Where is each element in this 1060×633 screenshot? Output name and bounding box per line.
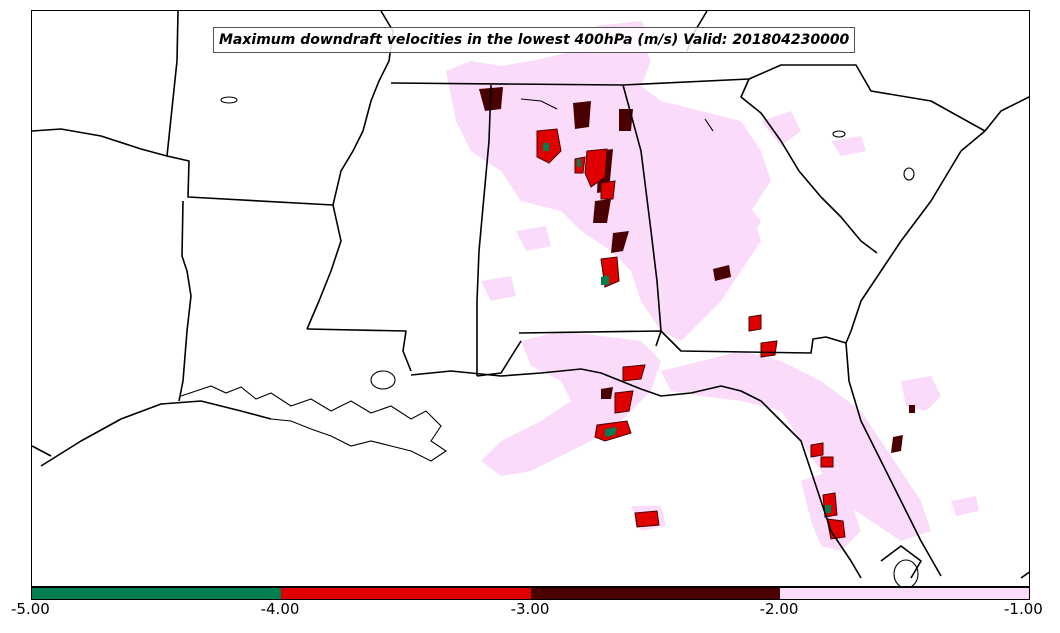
- colorbar-bin-2: [281, 588, 531, 599]
- colorbar-bin-3: [530, 588, 780, 599]
- extreme-downdraft-cores: [543, 143, 831, 513]
- colorbar-tick-label: -4.00: [260, 600, 300, 618]
- colorbar-tick-label: -1.00: [1004, 600, 1043, 618]
- colorbar-tick-label: -2.00: [759, 600, 799, 618]
- map-canvas: [32, 11, 1029, 586]
- weak-downdraft-shading: [446, 21, 979, 551]
- colorbar-tick-label: -5.00: [11, 600, 50, 618]
- state-boundaries: [32, 11, 1029, 579]
- colorbar: [31, 587, 1030, 600]
- map-title: Maximum downdraft velocities in the lowe…: [213, 27, 856, 53]
- colorbar-tick-label: -3.00: [510, 600, 550, 618]
- colorbar-bin-1: [32, 588, 282, 599]
- coastline-detail: [180, 96, 919, 586]
- map-frame: Maximum downdraft velocities in the lowe…: [31, 10, 1030, 587]
- colorbar-bin-4: [779, 588, 1029, 599]
